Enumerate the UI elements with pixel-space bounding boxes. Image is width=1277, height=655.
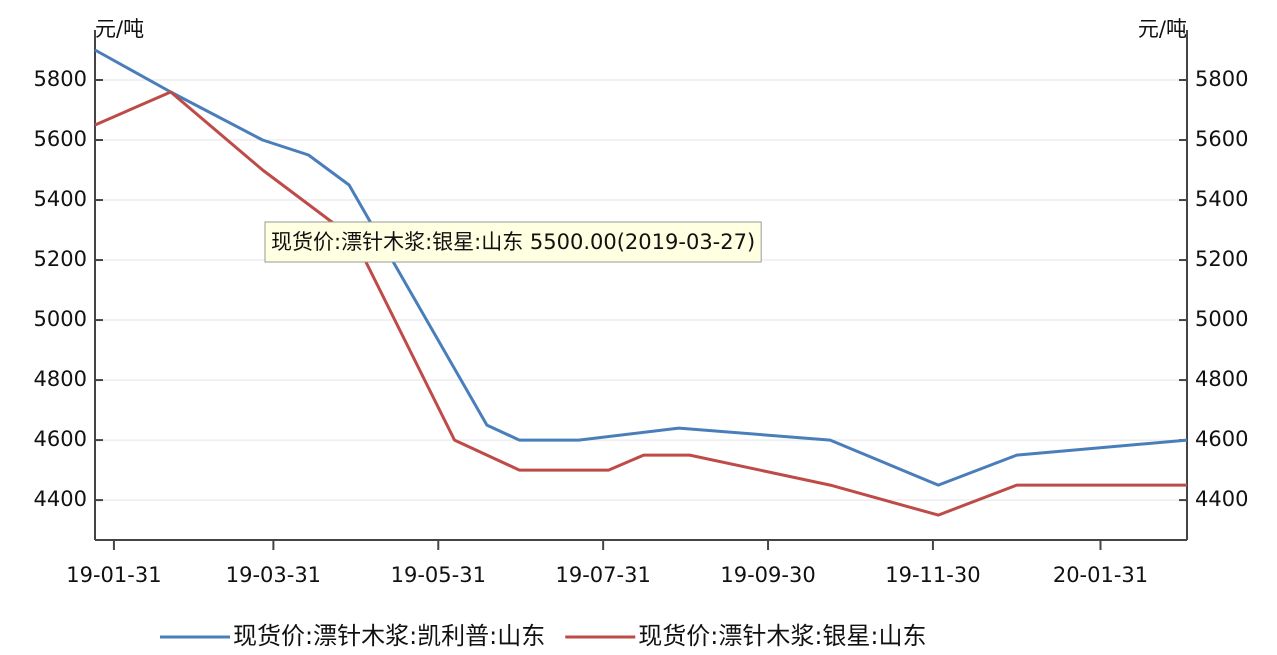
x-tick-label: 19-03-31 [226,563,321,587]
y-tick-label: 5800 [34,67,87,91]
y2-tick-label: 5200 [1195,247,1248,271]
y2-tick-label: 4800 [1195,367,1248,391]
y-tick-label: 5000 [34,307,87,331]
x-tick-label: 19-01-31 [66,563,161,587]
y2-tick-label: 5000 [1195,307,1248,331]
y2-tick-label: 5400 [1195,187,1248,211]
y2-tick-label: 4600 [1195,427,1248,451]
y-unit-right: 元/吨 [1138,17,1187,41]
y-tick-label: 5200 [34,247,87,271]
x-tick-label: 19-11-30 [885,563,980,587]
x-tick-label: 19-05-31 [391,563,486,587]
legend-label: 现货价:漂针木浆:凯利普:山东 [233,622,545,650]
y2-tick-label: 5600 [1195,127,1248,151]
tooltip: 现货价:漂针木浆:银星:山东 5500.00(2019-03-27) [264,221,762,263]
x-tick-label: 20-01-31 [1053,563,1148,587]
y-tick-label: 4800 [34,367,87,391]
series-line [94,90,1187,517]
x-tick-label: 19-09-30 [720,563,815,587]
y-unit-left: 元/吨 [95,17,144,41]
tooltip-box [264,221,762,263]
y-tick-label: 5400 [34,187,87,211]
legend-label: 现货价:漂针木浆:银星:山东 [638,622,926,650]
x-tick-label: 19-07-31 [555,563,650,587]
y2-tick-label: 4400 [1195,487,1248,511]
y2-tick-label: 5800 [1195,67,1248,91]
y-tick-label: 4400 [34,487,87,511]
tooltip-text: 现货价:漂针木浆:银星:山东 5500.00(2019-03-27) [271,230,755,254]
series-line [94,48,1188,487]
y-tick-label: 4600 [34,427,87,451]
y-tick-label: 5600 [34,127,87,151]
